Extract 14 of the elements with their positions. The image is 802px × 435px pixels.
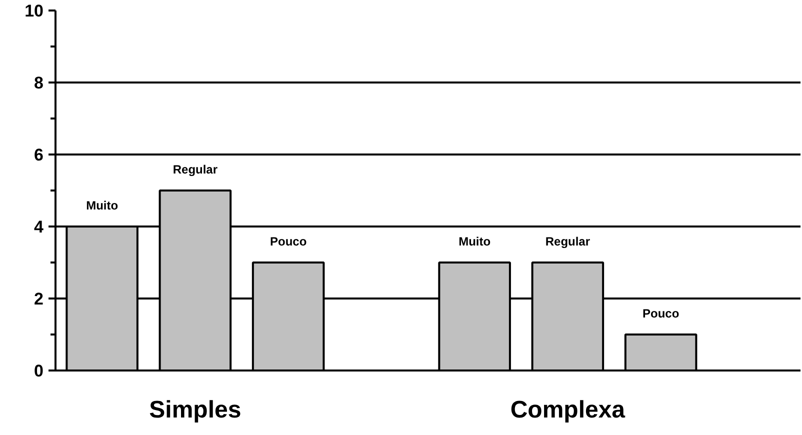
y-tick-label: 2 <box>34 290 44 308</box>
x-tick-label: Complexa <box>510 396 626 424</box>
x-tick-label: Simples <box>149 396 242 424</box>
series-label: Regular <box>172 162 218 176</box>
y-tick-label: 10 <box>24 2 44 20</box>
y-tick-label: 0 <box>34 362 44 380</box>
text: Pouco <box>642 306 680 320</box>
text: Regular <box>545 234 590 248</box>
text: Muito <box>458 234 491 248</box>
series-label: Pouco <box>270 234 307 248</box>
series-label: Muito <box>86 198 118 212</box>
y-tick-label: 4 <box>34 218 44 236</box>
y-tick-label: 8 <box>34 74 44 92</box>
y-tick-label: 6 <box>34 146 44 164</box>
